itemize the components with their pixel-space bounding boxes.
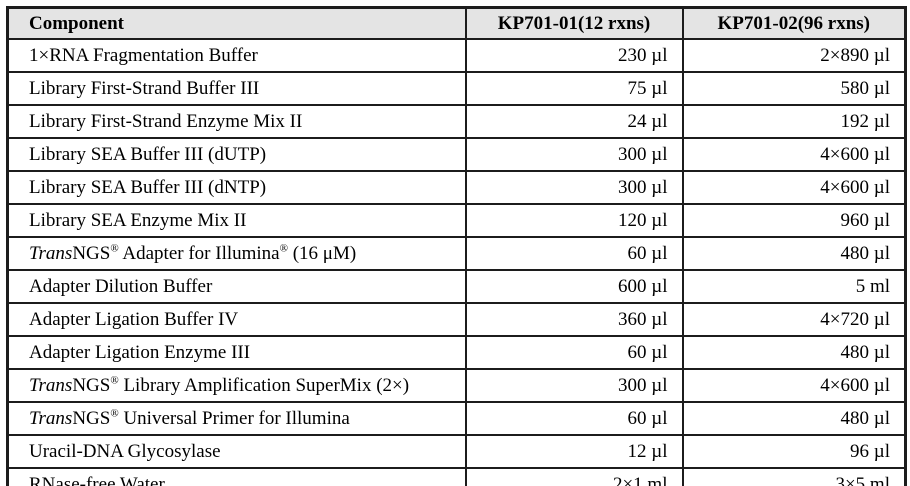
component-cell: Uracil-DNA Glycosylase xyxy=(6,434,467,469)
kp701-01-cell: 60 µl xyxy=(464,335,684,370)
table-row: Adapter Ligation Buffer IV 360 µl 4×720 µl xyxy=(6,302,907,337)
table-row: 1×RNA Fragmentation Buffer 230 µl 2×890 µl xyxy=(6,38,907,73)
kit-components-table: Component KP701-01(12 rxns) KP701-02(96 … xyxy=(6,6,907,486)
kp701-02-cell: 2×890 µl xyxy=(681,38,907,73)
component-cell: RNase-free Water xyxy=(6,467,467,486)
component-cell: Adapter Dilution Buffer xyxy=(6,269,467,304)
kp701-02-cell: 480 µl xyxy=(681,335,907,370)
kp701-01-cell: 360 µl xyxy=(464,302,684,337)
component-cell: Adapter Ligation Enzyme III xyxy=(6,335,467,370)
kp701-01-cell: 230 µl xyxy=(464,38,684,73)
kp701-02-cell: 4×600 µl xyxy=(681,368,907,403)
kp701-01-cell: 300 µl xyxy=(464,368,684,403)
kp701-02-cell: 580 µl xyxy=(681,71,907,106)
component-cell: TransNGS® Adapter for Illumina® (16 μM) xyxy=(6,236,467,271)
table-row: Adapter Dilution Buffer 600 µl 5 ml xyxy=(6,269,907,304)
kp701-02-cell: 192 µl xyxy=(681,104,907,139)
column-header-kp701-02: KP701-02(96 rxns) xyxy=(681,6,907,40)
kp701-01-cell: 300 µl xyxy=(464,137,684,172)
kp701-02-cell: 4×600 µl xyxy=(681,137,907,172)
table-row: Library SEA Buffer III (dNTP) 300 µl 4×600… xyxy=(6,170,907,205)
kp701-02-cell: 960 µl xyxy=(681,203,907,238)
column-header-component: Component xyxy=(6,6,467,40)
kp701-01-cell: 24 µl xyxy=(464,104,684,139)
table-row: Adapter Ligation Enzyme III 60 µl 480 µl xyxy=(6,335,907,370)
kp701-01-cell: 60 µl xyxy=(464,401,684,436)
table-row: Library SEA Buffer III (dUTP) 300 µl 4×600… xyxy=(6,137,907,172)
table-row: TransNGS® Universal Primer for Illumina 6… xyxy=(6,401,907,436)
kp701-02-cell: 480 µl xyxy=(681,401,907,436)
component-cell: TransNGS® Universal Primer for Illumina xyxy=(6,401,467,436)
table-row: TransNGS® Adapter for Illumina® (16 μM) 6… xyxy=(6,236,907,271)
component-cell: Adapter Ligation Buffer IV xyxy=(6,302,467,337)
component-cell: TransNGS® Library Amplification SuperMix… xyxy=(6,368,467,403)
kp701-01-cell: 60 µl xyxy=(464,236,684,271)
component-cell: Library SEA Enzyme Mix II xyxy=(6,203,467,238)
kp701-02-cell: 5 ml xyxy=(681,269,907,304)
kp701-02-cell: 4×600 µl xyxy=(681,170,907,205)
kp701-01-cell: 2×1 ml xyxy=(464,467,684,486)
kp701-02-cell: 480 µl xyxy=(681,236,907,271)
kp701-01-cell: 300 µl xyxy=(464,170,684,205)
table-body: 1×RNA Fragmentation Buffer 230 µl 2×890 µl… xyxy=(6,38,907,486)
kp701-01-cell: 120 µl xyxy=(464,203,684,238)
kp701-02-cell: 4×720 µl xyxy=(681,302,907,337)
component-cell: Library First-Strand Enzyme Mix II xyxy=(6,104,467,139)
component-cell: Library First-Strand Buffer III xyxy=(6,71,467,106)
column-header-kp701-01: KP701-01(12 rxns) xyxy=(464,6,684,40)
header-row: Component KP701-01(12 rxns) KP701-02(96 … xyxy=(6,6,907,40)
table-row: RNase-free Water 2×1 ml 3×5 ml xyxy=(6,467,907,486)
component-cell: Library SEA Buffer III (dNTP) xyxy=(6,170,467,205)
table-row: Library First-Strand Buffer III 75 µl 580 … xyxy=(6,71,907,106)
table-row: Library First-Strand Enzyme Mix II 24 µl 1… xyxy=(6,104,907,139)
table-row: Uracil-DNA Glycosylase 12 µl 96 µl xyxy=(6,434,907,469)
kp701-01-cell: 12 µl xyxy=(464,434,684,469)
kp701-02-cell: 3×5 ml xyxy=(681,467,907,486)
kp701-01-cell: 600 µl xyxy=(464,269,684,304)
table-row: TransNGS® Library Amplification SuperMix… xyxy=(6,368,907,403)
kp701-02-cell: 96 µl xyxy=(681,434,907,469)
component-cell: Library SEA Buffer III (dUTP) xyxy=(6,137,467,172)
kp701-01-cell: 75 µl xyxy=(464,71,684,106)
table-row: Library SEA Enzyme Mix II 120 µl 960 µl xyxy=(6,203,907,238)
component-cell: 1×RNA Fragmentation Buffer xyxy=(6,38,467,73)
